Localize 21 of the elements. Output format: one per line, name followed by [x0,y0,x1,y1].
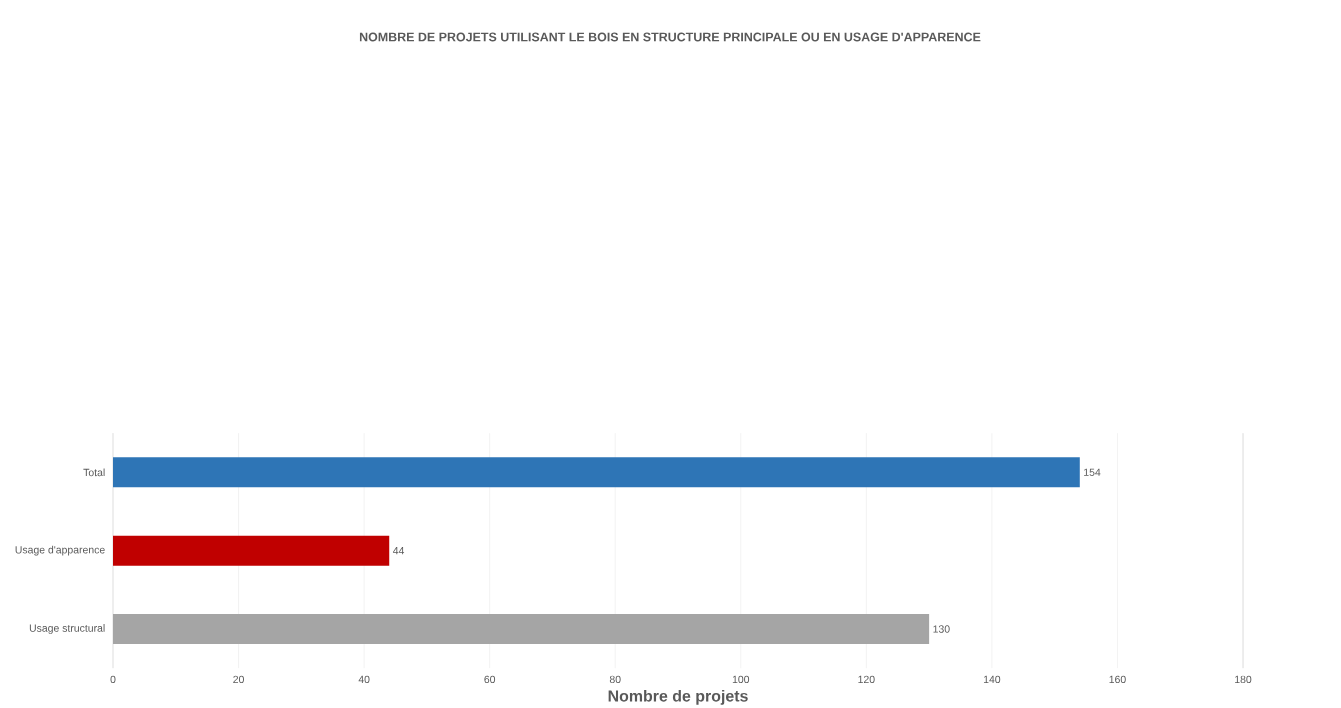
y-tick-label: Usage structural [29,624,105,634]
x-tick-label: 180 [1235,675,1252,684]
x-tick-label: 120 [858,675,875,684]
x-tick-label: 0 [110,675,116,684]
x-tick-label: 160 [1109,675,1126,684]
data-label: 154 [1084,468,1101,476]
bar [113,613,930,644]
x-tick-label: 80 [609,675,621,684]
data-label: 130 [933,625,950,633]
x-tick-label: 100 [732,675,750,684]
y-tick-label: Total [83,468,105,477]
bar [113,457,1080,488]
bar [113,535,390,566]
x-tick-label: 140 [983,675,1001,684]
y-tick-label: Usage d'apparence [15,545,105,556]
x-tick-label: 40 [358,675,370,684]
data-label: 44 [392,547,405,555]
x-axis-title: Nombre de projets [608,689,748,705]
x-tick-label: 20 [233,675,244,684]
chart-title: NOMBRE DE PROJETS UTILISANT LE BOIS EN STRUCTURE PRINCIPALE OU EN USAGE D'APPARENCE [359,32,981,42]
x-tick-label: 60 [484,675,496,684]
